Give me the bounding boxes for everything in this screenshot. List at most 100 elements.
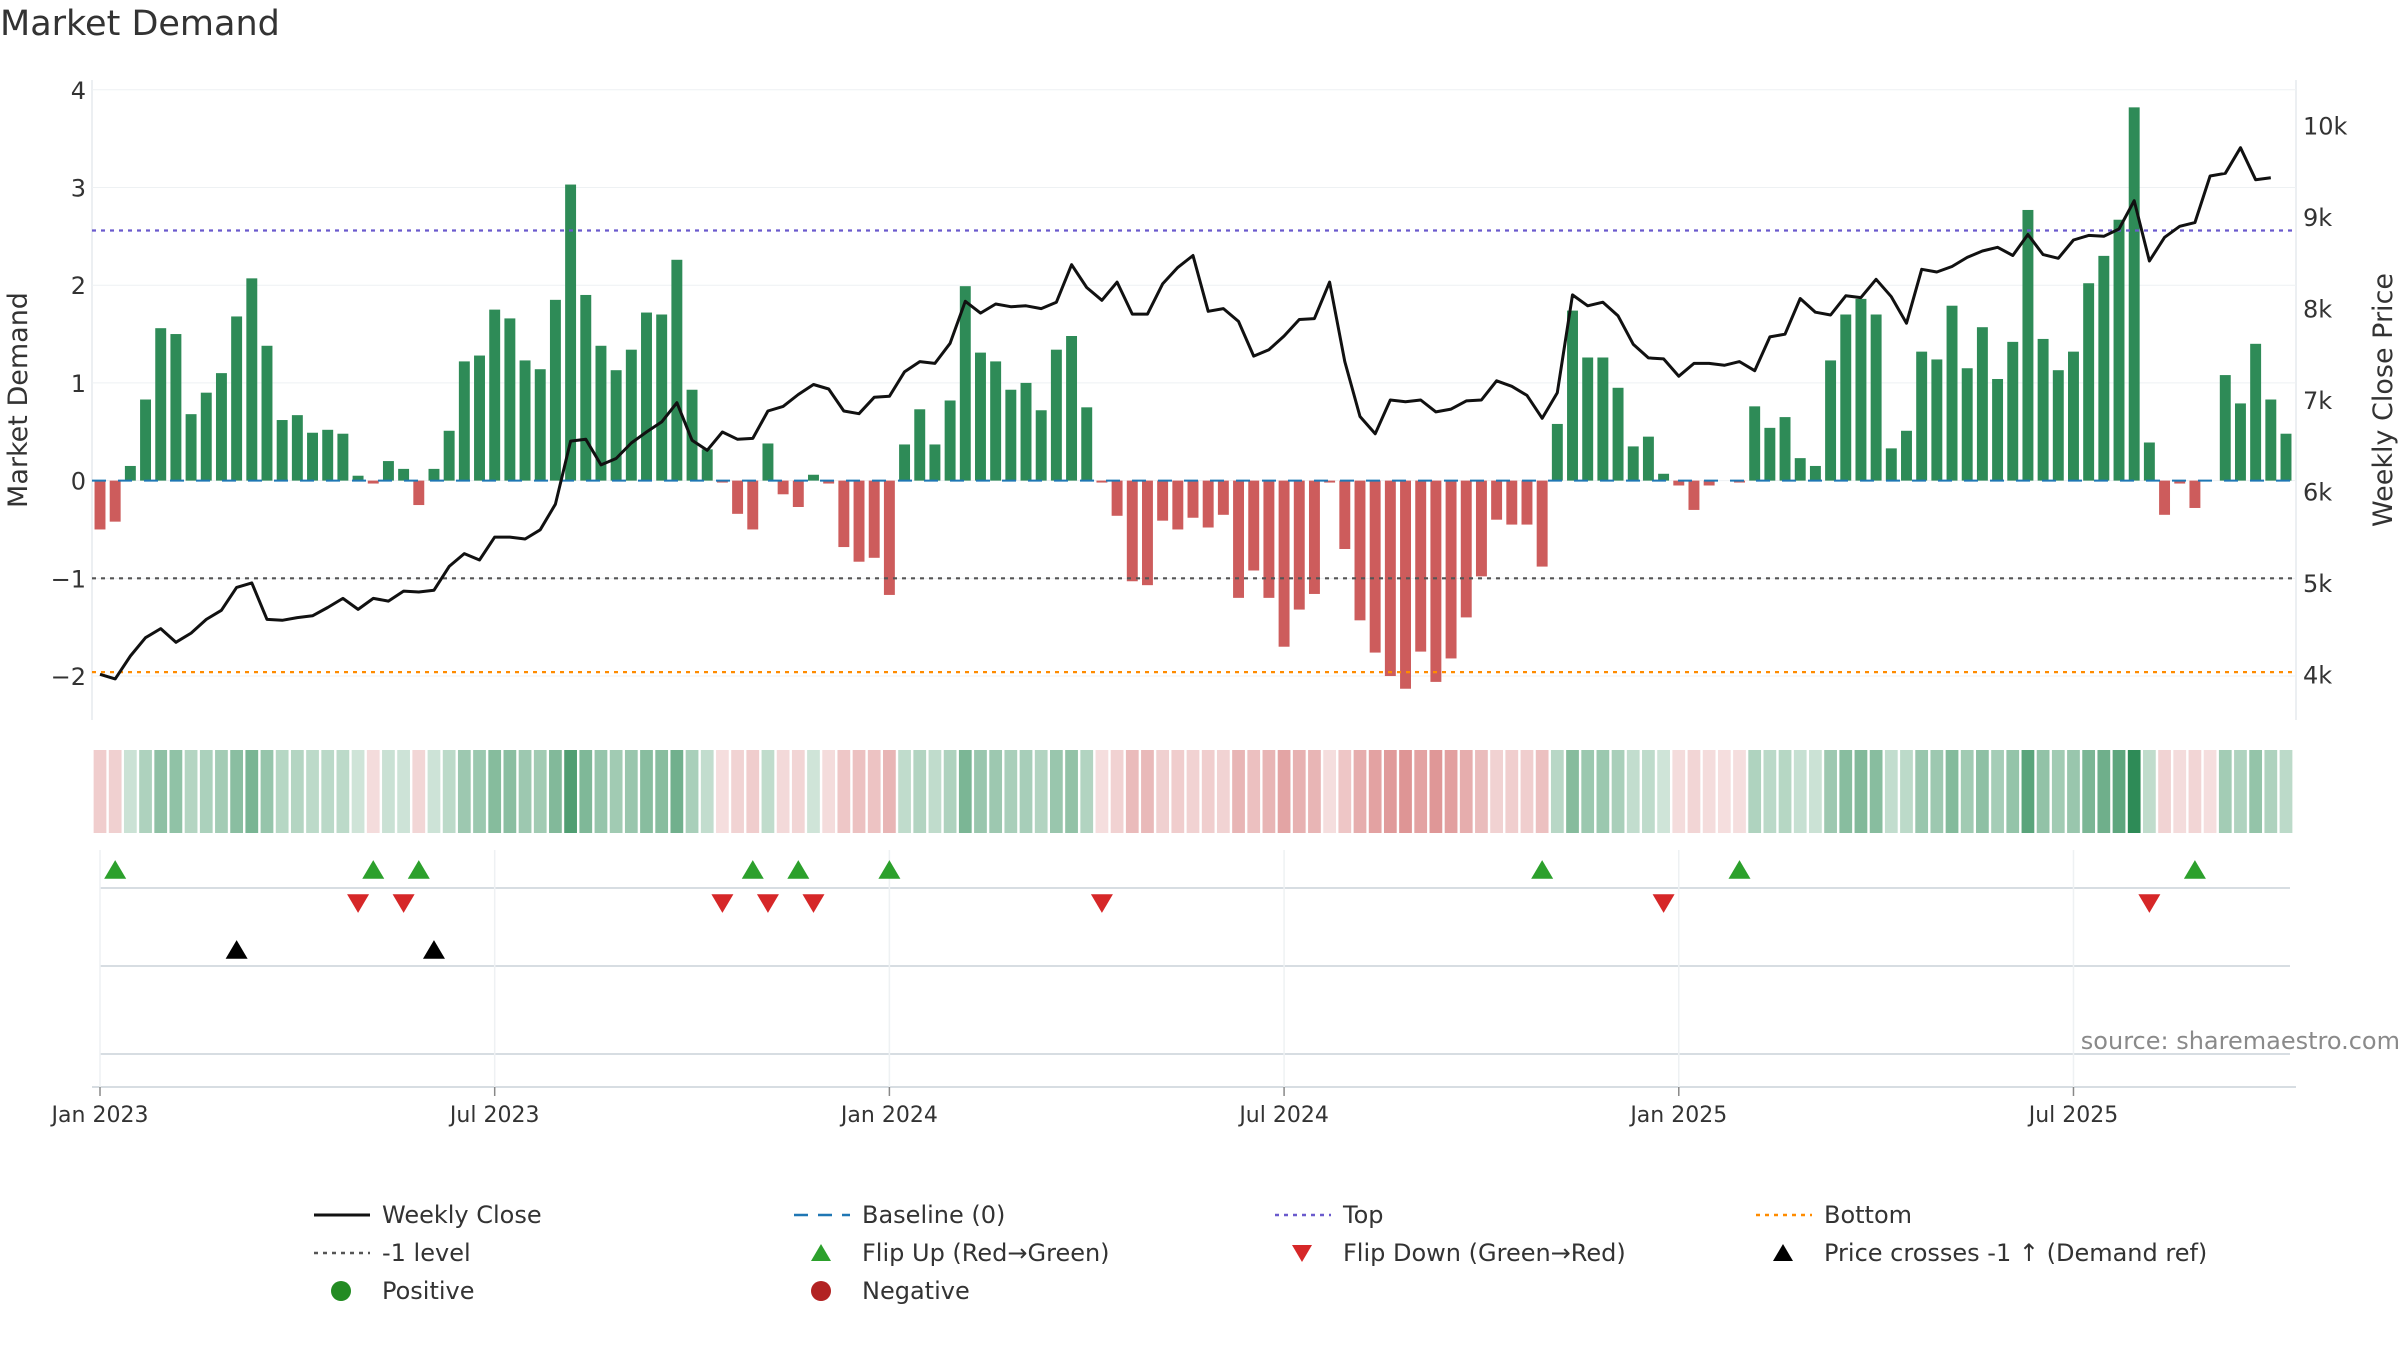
demand-bar [1870,314,1882,481]
heat-strip-cell [503,750,517,833]
demand-bar [1885,448,1897,481]
demand-bar [641,312,652,481]
demand-bar [1369,480,1381,653]
heat-strip-cell [1550,750,1564,833]
demand-bar [2280,433,2292,481]
heat-strip-cell [746,750,760,833]
demand-bar [777,480,789,495]
heat-strip-cell [1414,750,1428,833]
heat-strip-cell [1945,750,1959,833]
demand-bar [1749,406,1761,481]
heat-strip-cell [1459,750,1473,833]
demand-bar [2007,341,2019,481]
demand-bar [868,480,880,558]
demand-bar [1430,480,1442,682]
heat-strip-cell [2173,750,2187,833]
legend-item: Negative [792,1277,970,1305]
heat-strip-cell [1505,750,1519,833]
demand-bar [124,465,136,481]
right-tick-label: 10k [2303,113,2348,141]
heat-strip-cell [564,750,577,833]
legend-swatch-dotted-line-icon [312,1240,370,1266]
demand-bar [2068,351,2079,481]
demand-bar [519,360,531,481]
demand-bar [792,480,804,507]
demand-bar [489,309,501,481]
demand-bar [565,184,577,481]
legend-item: Bottom [1754,1201,1912,1229]
demand-bar [1901,430,1912,481]
heat-strip-cell [1292,750,1306,833]
demand-bar [838,480,850,548]
heat-strip-cell [2021,750,2035,833]
heat-strip-cell [1019,750,1033,833]
heat-strip-cell [1793,750,1807,833]
heat-strip-cell [1475,750,1488,833]
demand-bar [1157,480,1169,521]
heat-strip-cell [1763,750,1777,833]
heat-strip-cell [1277,750,1291,833]
demand-bar [1521,480,1533,525]
demand-bar [398,468,410,481]
heat-strip-cell [230,750,244,833]
heat-strip-cell [321,750,335,833]
legend-swatch-dotted-line-icon [1754,1202,1812,1228]
heat-strip-cell [837,750,851,833]
flip-up-marker [878,860,901,879]
heat-strip-cell [1353,750,1367,833]
demand-bar [443,430,455,481]
flip-up-marker [362,860,385,879]
demand-bar [428,468,440,481]
legend-item: Top [1273,1201,1384,1229]
heat-strip-cell [2036,750,2050,833]
left-tick-label: −1 [51,565,86,593]
heat-strip-cell [290,750,304,833]
y-axis-label-left: Market Demand [3,292,34,508]
heat-strip-cell [366,750,380,833]
legend-swatch-dotted-line-icon [1273,1202,1331,1228]
demand-bar [975,352,986,481]
heat-strip-cell [640,750,653,833]
demand-bar [1688,480,1700,510]
legend-label: Weekly Close [382,1201,542,1229]
demand-bar [1263,480,1275,598]
demand-bar [1217,480,1229,515]
heat-strip-cell [549,750,562,833]
demand-bar [2189,480,2201,508]
heat-strip-cell [852,750,866,833]
demand-bar [929,444,941,481]
demand-bar [610,370,622,481]
demand-bar [1703,480,1715,486]
demand-bar [155,328,167,481]
heat-strip-cell [336,750,350,833]
demand-bar [2174,480,2186,484]
demand-bar [1233,480,1245,598]
heat-strip-cell [1156,750,1170,833]
demand-bar [1627,446,1639,481]
demand-bar [1976,327,1988,481]
demand-bar [990,361,1002,481]
demand-bar [2113,219,2125,481]
heat-strip-cell [928,750,942,833]
flip-up-marker [741,860,764,879]
weekly-close-line [99,146,2271,681]
heat-strip-cell [1338,750,1352,833]
heat-strip-cell [518,750,532,833]
price-cross-marker [225,940,248,959]
demand-bar [2098,255,2110,481]
flip-up-marker [407,860,430,879]
legend-item: Flip Up (Red→Green) [792,1239,1110,1267]
demand-bar [140,399,152,481]
heat-strip-cell [2188,750,2202,833]
right-tick-label: 9k [2303,204,2332,232]
flip-up-marker [1728,860,1751,879]
heat-strip-cell [1034,750,1048,833]
demand-bar [1794,458,1806,481]
heat-strip-cell [1839,750,1853,833]
legend-label: Price crosses -1 ↑ (Demand ref) [1824,1239,2208,1267]
legend-label: Top [1343,1201,1384,1229]
demand-bar [185,414,197,481]
heat-strip-cell [1991,750,2004,833]
heat-strip-cell [169,750,183,833]
heat-strip-cell [624,750,638,833]
